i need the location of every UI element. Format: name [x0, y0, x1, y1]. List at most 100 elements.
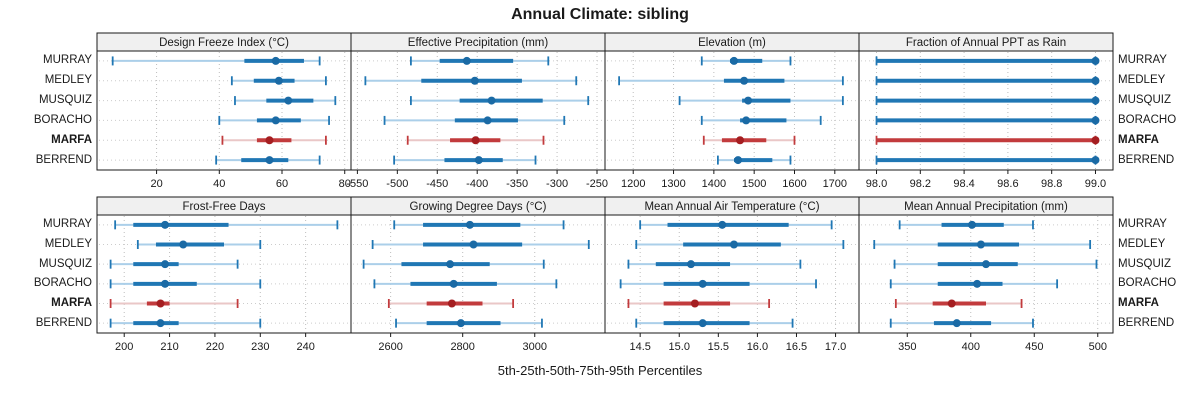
axis-tick-label: -400 [466, 178, 488, 190]
axis-tick-label: 16.0 [747, 341, 768, 353]
interval-medley [353, 240, 603, 249]
interval-berrend [607, 318, 857, 328]
interval-berrend [861, 155, 1111, 165]
median-dot [736, 136, 745, 145]
interval-murray [607, 220, 857, 230]
axis-tick-label: -300 [546, 178, 568, 190]
median-dot [698, 279, 707, 288]
panel-title: Effective Precipitation (mm) [408, 37, 549, 49]
median-dot [686, 260, 695, 269]
axis-tick-label: -350 [506, 178, 528, 190]
median-dot [179, 240, 188, 249]
median-dot [265, 156, 274, 165]
interval-murray [99, 56, 349, 66]
panel-plot-area [350, 50, 606, 171]
station-label-right-musquiz: MUSQUIZ [1118, 257, 1172, 270]
station-label-left-marfa: MARFA [51, 133, 92, 146]
station-label-left-berrend: BERREND [35, 316, 92, 329]
median-dot [265, 136, 274, 145]
interval-musquiz [607, 96, 857, 106]
interval-marfa [353, 299, 603, 308]
axis-tick-label: 210 [160, 341, 178, 353]
interval-marfa [861, 135, 1111, 145]
panel-plot-area [604, 50, 860, 171]
interval-marfa [353, 135, 603, 145]
station-label-left-murray: MURRAY [43, 218, 92, 231]
axis-tick-label: 1600 [782, 178, 806, 190]
interval-murray [861, 56, 1111, 66]
axis-tick-label: 40 [213, 178, 225, 190]
panel-plot-area [604, 214, 860, 334]
axis-tick-label: 17.0 [825, 341, 846, 353]
station-label-left-musquiz: MUSQUIZ [38, 94, 92, 107]
chart-title: Annual Climate: sibling [511, 6, 689, 23]
axis-tick-label: 350 [898, 341, 916, 353]
interval-medley [353, 76, 603, 86]
panel-title: Mean Annual Precipitation (mm) [904, 201, 1068, 213]
axis-tick-label: 16.5 [786, 341, 807, 353]
panel-growing-degree-days-c: Growing Degree Days (°C) 2600 2800 3000 [350, 196, 606, 353]
median-dot [446, 260, 455, 269]
median-dot [1091, 56, 1100, 65]
median-dot [1091, 156, 1100, 165]
panel-title: Growing Degree Days (°C) [410, 201, 547, 213]
station-label-left-musquiz: MUSQUIZ [38, 257, 92, 270]
median-dot [465, 220, 474, 229]
interval-murray [861, 220, 1111, 230]
interval-marfa [99, 135, 349, 145]
interval-boracho [99, 279, 349, 289]
panel-plot-area [96, 214, 352, 334]
station-label-left-boracho: BORACHO [33, 113, 92, 126]
interval-murray [353, 220, 603, 230]
interval-boracho [99, 115, 349, 125]
panel-elevation-m: Elevation (m) 1200 1300 1400 1500 1600 1700 [604, 32, 860, 190]
interval-musquiz [861, 96, 1111, 106]
axis-tick-label: 99.0 [1085, 178, 1106, 190]
interval-medley [607, 240, 857, 249]
median-dot [952, 319, 961, 328]
panel-title: Frost-Free Days [182, 201, 265, 213]
station-label-right-marfa: MARFA [1118, 133, 1159, 146]
axis-tick-label: -250 [586, 178, 608, 190]
median-dot [471, 136, 480, 145]
axis-tick-label: 1700 [823, 178, 847, 190]
median-dot [982, 260, 990, 269]
station-label-left-berrend: BERREND [35, 153, 92, 166]
median-dot [456, 319, 465, 328]
axis-tick-label: 98.8 [1041, 178, 1062, 190]
median-dot [449, 279, 458, 288]
interval-berrend [353, 318, 603, 328]
station-label-right-murray: MURRAY [1118, 54, 1167, 67]
station-label-right-medley: MEDLEY [1118, 74, 1166, 87]
median-dot [744, 96, 753, 105]
median-dot [161, 279, 170, 288]
station-label-right-musquiz: MUSQUIZ [1118, 94, 1172, 107]
median-dot [1091, 136, 1100, 145]
median-dot [1091, 116, 1100, 125]
axis-tick-label: 15.0 [669, 341, 690, 353]
axis-tick-label: 2800 [450, 341, 474, 353]
axis-tick-label: 200 [115, 341, 133, 353]
station-label-right-medley: MEDLEY [1118, 238, 1166, 250]
station-label-left-murray: MURRAY [43, 54, 92, 67]
interval-boracho [607, 115, 857, 125]
panel-plot-area [858, 50, 1114, 171]
station-label-left-medley: MEDLEY [44, 74, 92, 87]
interval-murray [607, 56, 857, 66]
median-dot [156, 299, 165, 308]
interval-medley [99, 240, 349, 249]
interval-boracho [607, 279, 857, 289]
axis-tick-label: -450 [426, 178, 448, 190]
median-dot [1091, 76, 1100, 85]
interval-musquiz [99, 96, 349, 106]
interval-boracho [353, 279, 603, 289]
median-dot [447, 299, 456, 308]
median-dot [161, 260, 170, 269]
panel-mean-annual-precipitation-mm: Mean Annual Precipitation (mm) 350 400 450 5… [858, 196, 1114, 353]
interval-berrend [861, 318, 1111, 328]
axis-tick-label: 80 [339, 178, 351, 190]
median-dot [947, 299, 956, 308]
median-dot [730, 56, 739, 65]
interval-marfa [99, 299, 349, 308]
